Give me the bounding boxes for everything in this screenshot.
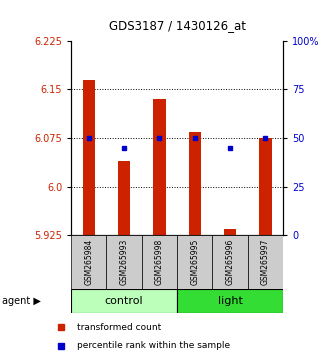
Text: light: light <box>217 296 243 306</box>
Text: GSM265993: GSM265993 <box>119 239 129 285</box>
Bar <box>71 235 107 289</box>
Bar <box>259 138 271 235</box>
Bar <box>213 235 248 289</box>
Bar <box>189 132 201 235</box>
Text: control: control <box>105 296 143 306</box>
Bar <box>224 229 236 235</box>
Bar <box>83 80 95 235</box>
Text: agent ▶: agent ▶ <box>2 296 40 306</box>
Text: GDS3187 / 1430126_at: GDS3187 / 1430126_at <box>109 19 246 32</box>
Bar <box>107 235 142 289</box>
Bar <box>118 161 130 235</box>
Bar <box>71 289 177 313</box>
Text: transformed count: transformed count <box>77 323 162 332</box>
Text: GSM265995: GSM265995 <box>190 239 199 285</box>
Bar <box>177 289 283 313</box>
Text: GSM265984: GSM265984 <box>84 239 93 285</box>
Text: percentile rank within the sample: percentile rank within the sample <box>77 341 231 350</box>
Bar <box>153 99 166 235</box>
Text: GSM265996: GSM265996 <box>225 239 235 285</box>
Text: GSM265998: GSM265998 <box>155 239 164 285</box>
Bar <box>142 235 177 289</box>
Bar <box>248 235 283 289</box>
Bar <box>177 235 213 289</box>
Text: GSM265997: GSM265997 <box>261 239 270 285</box>
